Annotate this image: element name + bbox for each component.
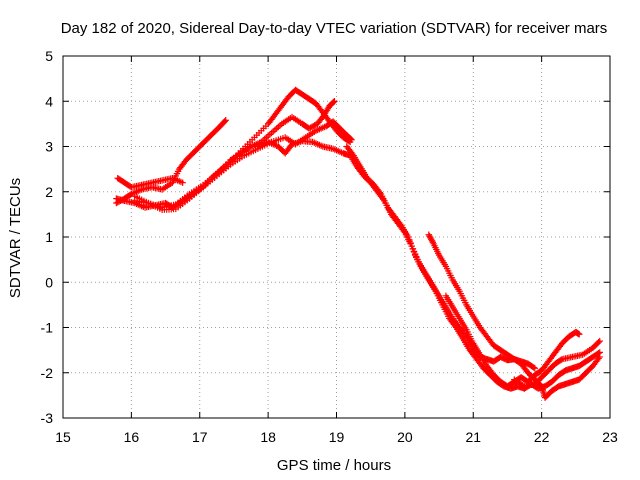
x-tick-label: 16 [124,429,140,445]
data-point [348,136,355,143]
data-point [179,179,186,186]
series-track-b [114,174,186,191]
data-point [308,123,316,131]
data-point [530,364,537,371]
data-point [409,245,417,253]
data-point [376,189,384,196]
data-point [451,322,459,330]
x-tick-label: 22 [534,429,550,445]
data-point [406,236,413,244]
x-tick-label: 19 [329,429,345,445]
data-point [405,233,412,241]
data-point [349,150,356,158]
x-tick-label: 15 [55,429,71,445]
x-tick-label: 21 [465,429,481,445]
data-point [576,331,583,338]
y-tick-label: -1 [41,320,54,336]
x-tick-label: 17 [192,429,208,445]
data-point [596,353,603,361]
data-point [127,191,134,198]
y-tick-label: -2 [41,365,54,381]
data-point [347,135,354,143]
series-layer [113,86,603,401]
data-point [331,98,338,105]
data-point [221,118,229,125]
x-tick-label: 20 [397,429,413,445]
series-track-a [113,117,229,207]
series-track-h [425,231,603,401]
data-point [397,220,404,228]
data-point [429,239,436,246]
y-tick-label: 4 [45,93,53,109]
data-point [407,239,414,247]
data-point [596,337,603,345]
data-point [557,356,565,364]
chart-title: Day 182 of 2020, Sidereal Day-to-day VTE… [61,20,608,37]
y-axis-label: SDTVAR / TECUs [7,178,24,298]
y-tick-label: 1 [45,229,53,245]
y-tick-label: 2 [45,184,53,200]
data-point [222,117,229,124]
data-point [595,355,602,362]
data-point [330,98,337,106]
data-point [307,124,314,131]
data-point [595,339,602,346]
data-point [410,248,418,256]
y-tick-label: 3 [45,139,53,155]
ticks [62,55,611,419]
x-tick-label: 18 [260,429,276,445]
data-point [310,122,317,130]
y-tick-label: 0 [45,274,53,290]
data-point [305,125,313,132]
y-tick-label: 5 [45,48,53,64]
series-track-j [511,337,603,390]
x-axis-label: GPS time / hours [277,457,391,474]
x-tick-label: 23 [602,429,618,445]
data-point [311,122,318,129]
data-point [408,242,415,250]
data-point [531,365,538,372]
y-tick-label: -3 [41,410,54,426]
